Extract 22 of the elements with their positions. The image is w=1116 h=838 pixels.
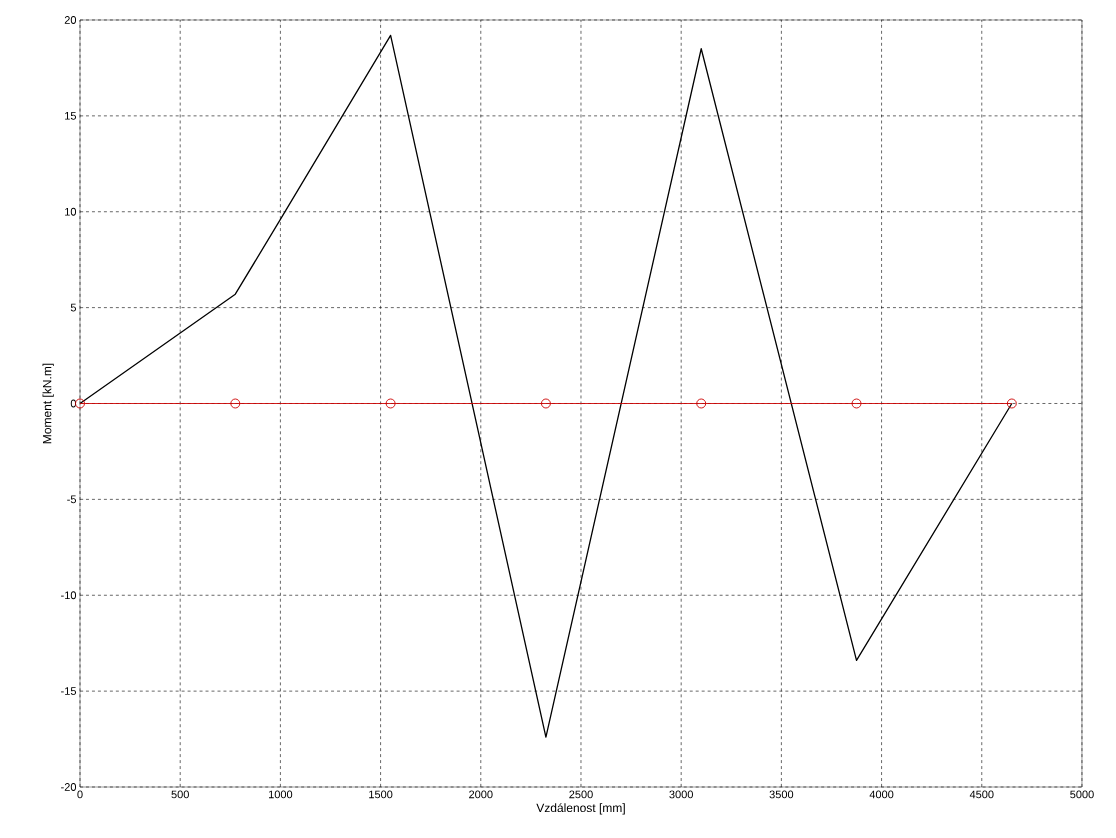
y-axis-title: Moment [kN.m] (42, 363, 54, 444)
y-tick-label: 20 (64, 16, 77, 24)
x-tick-label: 500 (171, 790, 189, 799)
x-tick-label: 4500 (969, 790, 994, 799)
y-tick-label: -15 (61, 687, 77, 695)
y-tick-label: 0 (70, 399, 77, 408)
x-tick-label: 1000 (269, 790, 293, 799)
y-tick-label: 5 (70, 303, 77, 312)
x-tick-label: 0 (77, 790, 83, 799)
y-tick-label: -10 (61, 591, 77, 600)
y-tick-label: -20 (61, 783, 77, 791)
x-tick-label: 3500 (769, 790, 794, 799)
x-axis-title: Vzdálenost [mm] (536, 803, 625, 815)
y-tick-label: -5 (67, 495, 77, 504)
x-tick-label: 5000 (1070, 790, 1094, 799)
x-tick-label: 3000 (669, 790, 693, 799)
y-tick-label: 10 (65, 207, 77, 216)
y-tick-label: 15 (65, 112, 77, 120)
x-tick-label: 1500 (369, 790, 393, 799)
x-tick-label: 2500 (569, 790, 593, 799)
x-tick-label: 4000 (869, 790, 894, 799)
x-tick-label: 2000 (469, 790, 493, 799)
